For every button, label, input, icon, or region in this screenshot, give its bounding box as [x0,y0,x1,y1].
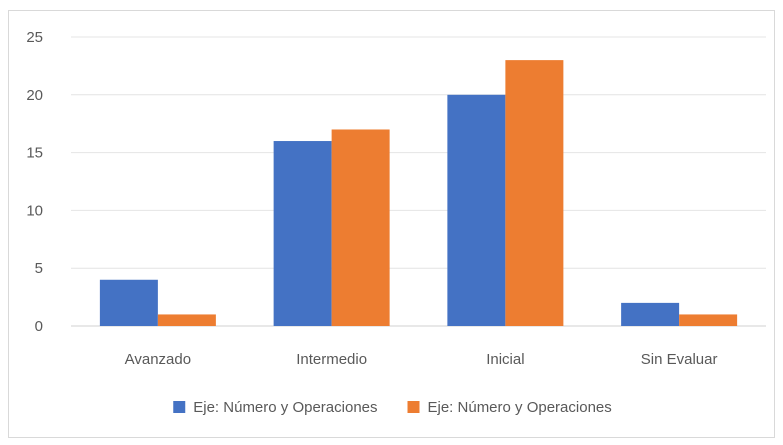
chart-frame: 0 5 10 15 20 25 Avanzado Intermedio Inicial Sin E… [8,10,775,438]
legend-swatch-series-1 [173,401,186,413]
bar-intermedio-series-2 [331,129,390,326]
x-tick-label: Inicial [486,351,524,368]
legend-label: Eje: Número y Operaciones [193,399,377,416]
bar-avanzado-series-1 [99,279,158,326]
bar-sin-evaluar-series-2 [679,314,738,326]
bar-sin-evaluar-series-1 [621,302,680,326]
y-tick-label: 10 [26,202,43,219]
bar-avanzado-series-2 [157,314,216,326]
bar-inicial-series-2 [505,60,564,327]
x-tick-label: Intermedio [296,351,367,368]
legend-swatch-series-2 [407,401,420,413]
bar-inicial-series-1 [447,94,506,326]
y-tick-label: 20 [26,87,43,104]
bar-intermedio-series-1 [273,141,332,326]
y-tick-label: 25 [26,29,43,46]
x-tick-label: Sin Evaluar [641,351,718,368]
y-tick-label: 15 [26,145,43,162]
bar-chart: 0 5 10 15 20 25 Avanzado Intermedio Inicial Sin E… [26,29,766,416]
y-tick-label: 0 [35,318,43,335]
y-tick-label: 5 [35,260,43,277]
x-tick-label: Avanzado [125,351,191,368]
legend-label: Eje: Número y Operaciones [428,399,612,416]
